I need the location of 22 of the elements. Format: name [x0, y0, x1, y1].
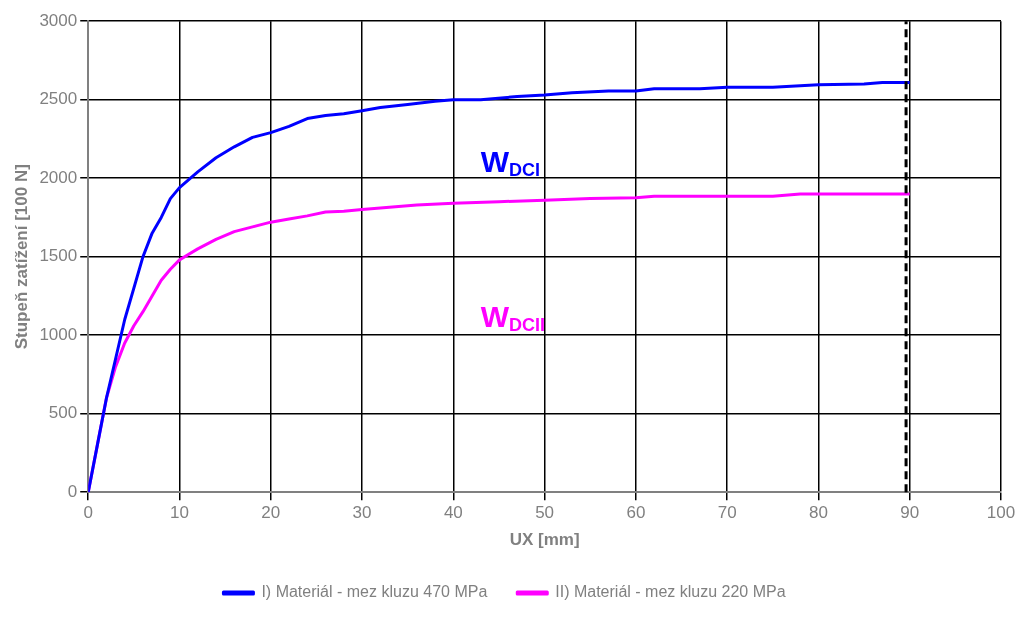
- legend-label: I) Materiál - mez kluzu 470 MPa: [261, 583, 488, 601]
- y-tick-label: 3000: [39, 10, 78, 30]
- x-tick-label: 50: [535, 503, 555, 523]
- x-tick-label: 40: [443, 503, 463, 523]
- x-axis-title: UX [mm]: [509, 530, 580, 550]
- x-tick-label: 10: [170, 503, 189, 523]
- x-tick-label: 80: [808, 503, 828, 523]
- y-tick-label: 1000: [39, 324, 78, 344]
- y-tick-label: 500: [48, 403, 78, 423]
- x-tick-label: 70: [717, 503, 737, 523]
- x-tick-label: 30: [352, 503, 372, 523]
- x-tick-label: 100: [986, 503, 1016, 523]
- y-tick-label: 1500: [39, 246, 78, 266]
- y-axis-title: Stupeň zatížení [100 N]: [11, 164, 31, 350]
- x-tick-label: 0: [83, 503, 93, 523]
- x-tick-label: 90: [900, 503, 920, 523]
- x-tick-label: 60: [626, 503, 646, 523]
- legend-label: II) Materiál - mez kluzu 220 MPa: [555, 583, 786, 601]
- y-tick-label: 2500: [39, 89, 78, 109]
- y-tick-label: 2000: [39, 167, 78, 187]
- y-tick-label: 0: [67, 481, 78, 501]
- x-tick-label: 20: [261, 503, 281, 523]
